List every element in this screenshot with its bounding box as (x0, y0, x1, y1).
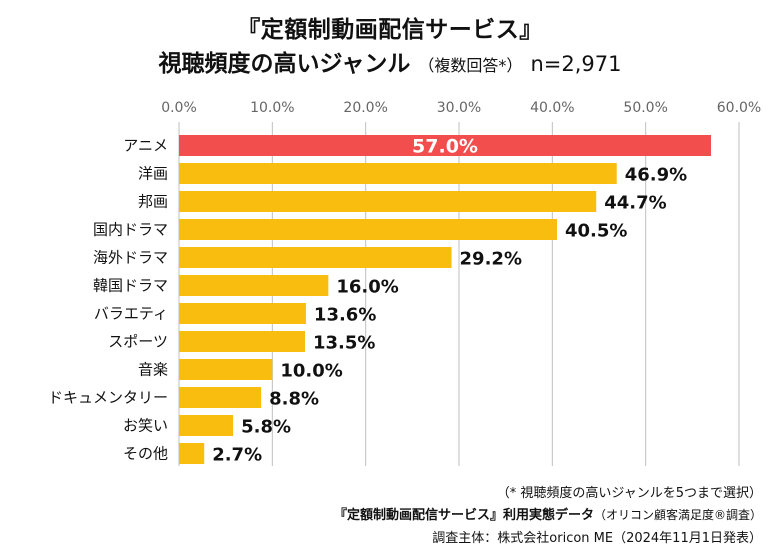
bar (179, 275, 329, 296)
bar (179, 163, 617, 184)
x-tick-label: 60.0% (717, 100, 761, 116)
value-label: 29.2% (460, 249, 522, 270)
value-label: 8.8% (269, 389, 319, 410)
bar (179, 415, 234, 436)
value-label: 5.8% (241, 417, 291, 438)
bar (179, 359, 273, 380)
category-label: お笑い (123, 417, 168, 435)
bar (179, 247, 452, 268)
chart-title-line1: 『定額制動画配信サービス』 (237, 17, 543, 43)
chart-title-main: 視聴頻度の高いジャンル (158, 51, 411, 77)
bar (179, 135, 711, 156)
bars (179, 135, 711, 464)
category-label: 海外ドラマ (93, 249, 168, 267)
value-labels: 57.0% 46.9% 44.7% 40.5% 29.2% 16.0% 13.6% 13.5%… (212, 136, 687, 466)
category-label: その他 (123, 445, 168, 463)
footnote-source-sub: （オリコン顧客満足度®調査） (593, 508, 762, 522)
value-label: 2.7% (212, 445, 262, 466)
chart-title-line2: 視聴頻度の高いジャンル （複数回答*） n=2,971 (0, 44, 780, 78)
category-label: 音楽 (138, 361, 168, 379)
bar (179, 191, 597, 212)
bar (179, 387, 262, 408)
category-label: ドキュメンタリー (48, 389, 168, 407)
category-label: 洋画 (138, 165, 168, 183)
chart-title-sub: （複数回答*） (418, 56, 523, 75)
sample-size: n=2,971 (530, 52, 622, 76)
value-label: 13.6% (314, 305, 376, 326)
bar (179, 219, 557, 240)
footnote-selection: （* 視聴頻度の高いジャンルを5つまで選択） (496, 486, 762, 501)
category-label: 国内ドラマ (93, 221, 168, 239)
bar (179, 303, 306, 324)
x-tick-label: 10.0% (250, 100, 294, 116)
x-axis-ticks: 0.0% 10.0% 20.0% 30.0% 40.0% 50.0% 60.0% (161, 100, 761, 116)
x-tick-label: 50.0% (623, 100, 667, 116)
value-label: 44.7% (604, 193, 666, 214)
bar (179, 443, 205, 464)
category-labels: アニメ洋画邦画国内ドラマ海外ドラマ韓国ドラマバラエティスポーツ音楽ドキュメンタリ… (48, 137, 168, 463)
footnote-organizer: 調査主体：株式会社oricon ME（2024年11月1日発表） (432, 531, 762, 546)
category-label: 韓国ドラマ (93, 277, 168, 295)
bar-chart: 0.0% 10.0% 20.0% 30.0% 40.0% 50.0% 60.0% アニメ洋画… (48, 100, 761, 466)
footnote-source-main: 『定額制動画配信サービス』利用実態データ (333, 508, 594, 523)
category-label: アニメ (123, 137, 168, 155)
value-label: 46.9% (625, 165, 687, 186)
category-label: バラエティ (94, 305, 168, 323)
category-label: スポーツ (108, 333, 168, 351)
value-label: 10.0% (280, 361, 342, 382)
bar (179, 331, 305, 352)
category-label: 邦画 (138, 193, 168, 211)
x-tick-label: 40.0% (530, 100, 574, 116)
value-label: 16.0% (336, 277, 398, 298)
x-tick-label: 20.0% (343, 100, 387, 116)
value-label: 57.0% (412, 136, 478, 158)
footnote-source: 『定額制動画配信サービス』利用実態データ（オリコン顧客満足度®調査） (334, 504, 762, 523)
x-tick-label: 30.0% (437, 100, 481, 116)
x-tick-label: 0.0% (161, 100, 197, 116)
value-label: 13.5% (313, 333, 375, 354)
value-label: 40.5% (565, 221, 627, 242)
